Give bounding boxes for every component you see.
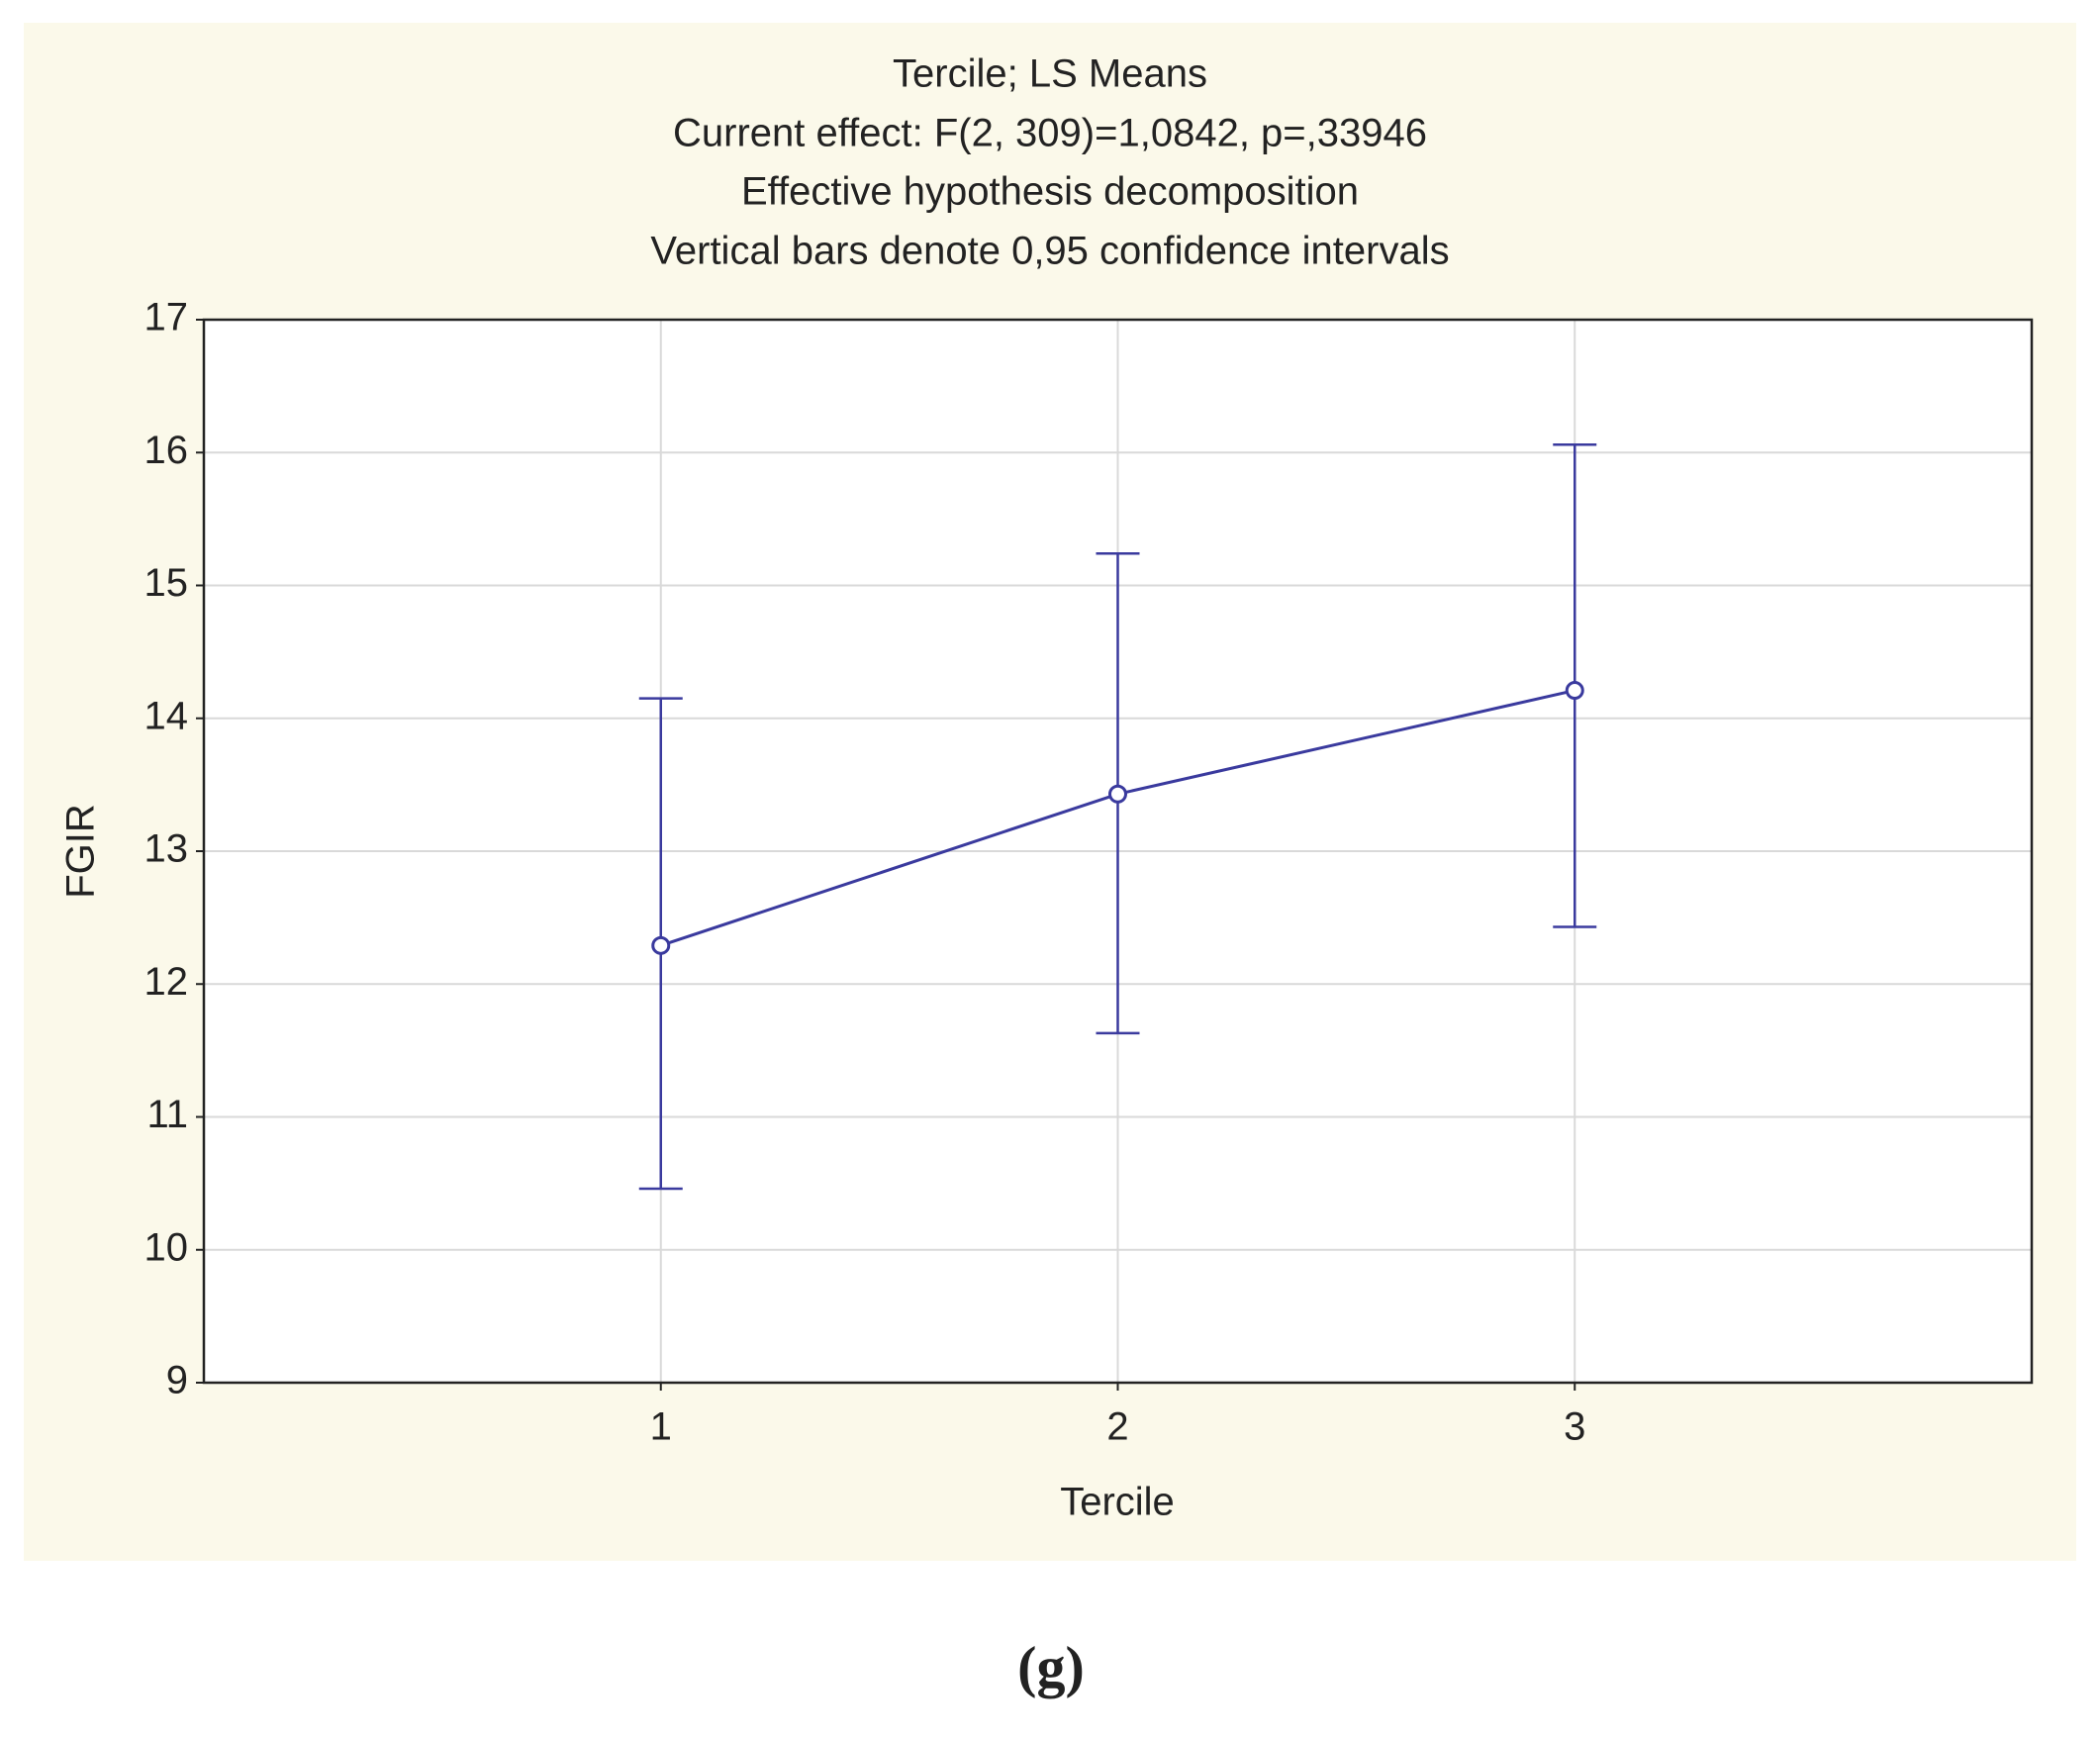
y-tick-label: 15 [144,561,189,605]
y-tick-label: 11 [146,1093,188,1136]
y-tick-label: 17 [144,296,189,339]
y-tick-label: 10 [144,1225,189,1269]
chart-title: Tercile; LS Means [893,52,1207,96]
y-tick-label: 9 [166,1359,188,1402]
point [651,935,671,955]
y-axis-label: FGIR [59,804,103,899]
point [1565,681,1584,701]
chart-subtitle: Vertical bars denote 0,95 confidence int… [650,230,1449,273]
chart-subtitle: Current effect: F(2, 309)=1,0842, p=,339… [673,112,1427,155]
x-tick-label: 2 [1106,1405,1128,1449]
figure-caption: (g) [1017,1634,1085,1698]
y-tick-label: 13 [144,827,189,871]
x-axis-label: Tercile [1060,1481,1175,1524]
plot-frame [202,318,2034,1385]
y-tick-label: 14 [144,694,189,737]
chart-subtitle: Effective hypothesis decomposition [741,170,1359,214]
x-tick-label: 3 [1564,1405,1585,1449]
y-tick-label: 16 [144,429,189,472]
point [1108,784,1127,804]
y-tick-label: 12 [144,960,189,1004]
x-tick-label: 1 [650,1405,672,1449]
